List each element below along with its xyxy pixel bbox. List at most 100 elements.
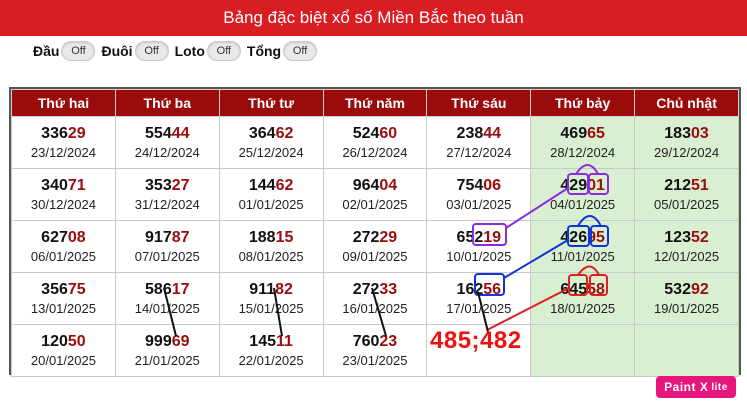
result-date: 22/01/2025 [238,352,304,368]
result-date: 20/01/2025 [30,352,96,368]
result-number-head: 760 [352,332,380,350]
badge-name: Paint X [664,380,709,394]
result-date: 18/01/2025 [550,300,616,316]
result-date: 16/01/2025 [342,300,408,316]
result-number-tail: 62 [275,176,294,194]
result-number: 64558 [531,280,634,300]
result-date: 25/12/2024 [238,144,304,160]
result-number-tail: 11 [276,332,293,350]
result-date: 28/12/2024 [550,144,616,160]
result-date: 03/01/2025 [446,196,512,212]
result-number: 12352 [635,228,738,248]
result-number: 55444 [116,124,219,144]
result-number-tail: 71 [67,176,86,194]
table-header-row: Thứ hai Thứ ba Thứ tư Thứ năm Thứ sáu Th… [11,89,739,117]
toggle-dau-switch[interactable]: Off [61,41,96,61]
result-number: 96404 [324,176,427,196]
result-number-head: 999 [145,332,172,350]
result-date: 11/01/2025 [550,248,615,264]
toggle-tong-switch[interactable]: Off [283,41,318,61]
result-date: 27/12/2024 [446,144,512,160]
toggle-label-tong: Tổng [246,43,282,59]
result-number: 27233 [324,280,427,300]
badge-suffix: lite [711,381,728,393]
result-number: 23844 [427,124,530,144]
result-number-tail: 08 [67,228,86,246]
result-number: 35327 [116,176,219,196]
result-number-tail: 04 [379,176,398,194]
result-cell: 55444 24/12/2024 [114,116,220,169]
result-cell: 12352 12/01/2025 [634,220,739,273]
toggle-duoi-switch[interactable]: Off [134,41,169,61]
col-header-wednesday: Thứ tư [218,89,324,117]
result-cell: 14462 01/01/2025 [218,168,324,221]
result-cell [426,324,532,377]
result-number: 16256 [427,280,530,300]
result-number-head: 212 [664,176,691,194]
result-date: 05/01/2025 [653,196,720,212]
toggle-bar: Đầu Off Đuôi Off Loto Off Tổng Off [0,38,318,64]
result-number-head: 469 [560,124,588,142]
result-cell: 52460 26/12/2024 [322,116,428,169]
col-header-thursday: Thứ năm [322,89,428,117]
result-number-tail: 15 [275,228,294,246]
result-number-tail: 69 [171,332,190,350]
result-number-head: 336 [41,124,68,142]
toggle-loto-switch[interactable]: Off [206,41,241,61]
result-number-head: 554 [145,124,172,142]
result-number-head: 272 [352,228,380,246]
result-number: 46965 [531,124,634,144]
result-cell: 75406 03/01/2025 [426,168,532,221]
result-number: 12050 [12,332,115,352]
result-number-tail: 56 [483,280,502,298]
result-date: 30/12/2024 [30,196,96,212]
handwritten-annotation: 485;482 [430,327,522,354]
result-number-head: 426 [560,228,588,246]
result-cell: 16256 17/01/2025 [426,272,532,325]
result-date: 01/01/2025 [238,196,304,212]
result-number: 21251 [635,176,738,196]
results-table: Thứ hai Thứ ba Thứ tư Thứ năm Thứ sáu Th… [11,89,739,377]
result-cell: 64558 18/01/2025 [530,272,636,325]
paint-x-lite-badge[interactable]: Paint X lite [656,376,736,398]
result-number-tail: 27 [171,176,190,194]
result-number-head: 353 [145,176,172,194]
toggle-label-duoi: Đuôi [101,43,133,59]
result-date: 23/01/2025 [342,352,408,368]
result-number: 53292 [635,280,738,300]
result-number-head: 911 [249,280,276,298]
result-number: 35675 [12,280,115,300]
result-number-tail: 01 [587,176,605,194]
result-number-head: 123 [664,228,691,246]
result-date: 02/01/2025 [342,196,408,212]
result-cell: 18815 08/01/2025 [218,220,324,273]
result-cell: 53292 19/01/2025 [634,272,739,325]
result-number: 58617 [116,280,219,300]
result-date: 12/01/2025 [653,248,720,264]
result-cell [634,324,739,377]
result-cell: 14511 22/01/2025 [218,324,324,377]
result-number-head: 162 [456,280,484,298]
result-number-head: 188 [248,228,276,246]
result-cell: 96404 02/01/2025 [322,168,428,221]
result-date: 21/01/2025 [134,352,200,368]
result-cell: 27233 16/01/2025 [322,272,428,325]
result-number-tail: 33 [379,280,398,298]
result-cell [530,324,636,377]
result-date: 10/01/2025 [446,248,512,264]
result-cell: 27229 09/01/2025 [322,220,428,273]
result-cell: 99969 21/01/2025 [114,324,220,377]
result-cell: 23844 27/12/2024 [426,116,532,169]
result-cell: 46965 28/12/2024 [530,116,636,169]
result-cell: 42901 04/01/2025 [530,168,636,221]
col-header-saturday: Thứ bảy [530,89,636,117]
result-number: 52460 [324,124,427,144]
result-number: 62708 [12,228,115,248]
result-number-tail: 52 [690,228,709,246]
result-number-tail: 82 [275,280,293,298]
result-date: 29/12/2024 [653,144,720,160]
result-number-head: 917 [145,228,172,246]
col-header-monday: Thứ hai [11,89,116,117]
result-number-tail: 29 [67,124,86,142]
result-number-tail: 95 [587,228,605,246]
